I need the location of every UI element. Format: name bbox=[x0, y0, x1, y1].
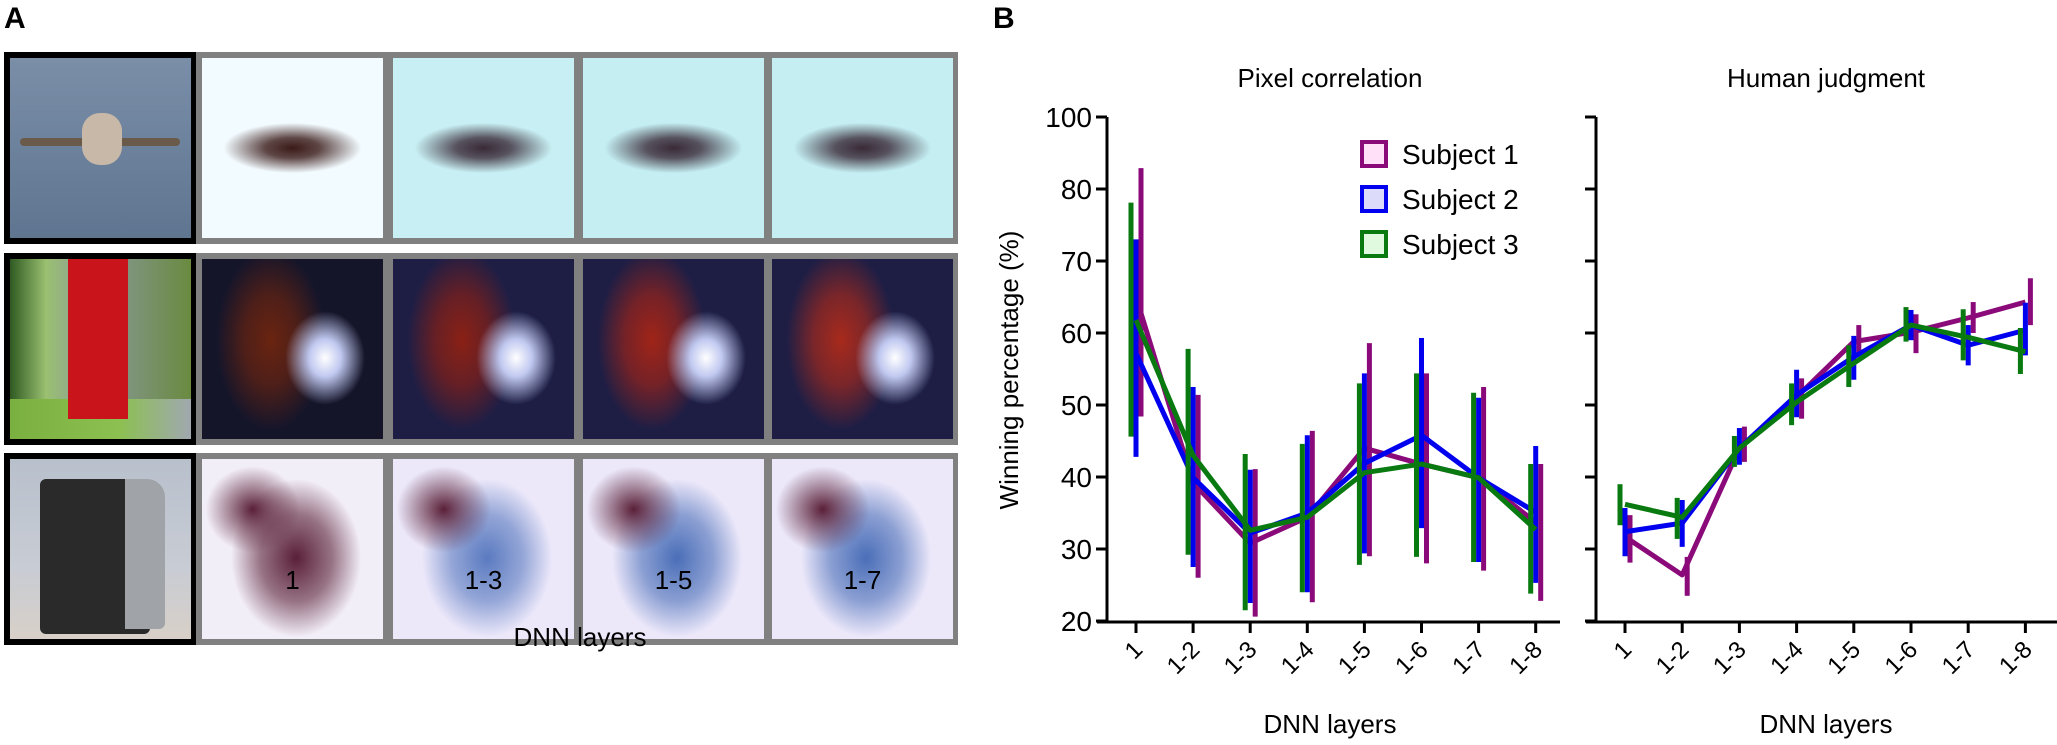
series-line bbox=[1624, 322, 2027, 520]
reconstruction-image bbox=[202, 259, 383, 439]
y-tick-label: 50 bbox=[1061, 390, 1092, 421]
legend-swatch bbox=[1360, 185, 1388, 213]
image-row-airplane bbox=[4, 52, 958, 244]
series-line bbox=[1624, 322, 2027, 535]
y-tick-label: 80 bbox=[1061, 174, 1092, 205]
x-axis-label: DNN layers bbox=[1264, 709, 1397, 739]
reconstruction-image bbox=[772, 259, 953, 439]
x-tick-label: 1-4 bbox=[1276, 636, 1320, 680]
original-image-frame bbox=[4, 253, 196, 445]
x-tick-label: 1 bbox=[1120, 636, 1149, 665]
chart-title: Human judgment bbox=[1727, 63, 1926, 93]
column-label: 1 bbox=[285, 565, 300, 595]
column-label: 1-5 bbox=[654, 565, 693, 595]
original-image-frame bbox=[4, 52, 196, 244]
x-tick-label: 1-3 bbox=[1219, 636, 1263, 680]
original-image bbox=[10, 259, 191, 439]
reconstruction-frame bbox=[196, 253, 958, 445]
reconstruction-image bbox=[772, 58, 953, 238]
x-tick-label: 1-4 bbox=[1765, 636, 1809, 680]
reconstruction-image bbox=[393, 259, 574, 439]
y-tick-label: 20 bbox=[1061, 606, 1092, 637]
x-tick-label: 1-3 bbox=[1708, 636, 1752, 680]
human-judgment-chart: Human judgment DNN layers 1 1-2 1-3 1-4 1-5 1… bbox=[1585, 63, 2057, 739]
column-label: 1-3 bbox=[464, 565, 503, 595]
series-line bbox=[1133, 319, 1538, 533]
y-tick-label: 30 bbox=[1061, 534, 1092, 565]
x-tick-label: 1-6 bbox=[1390, 636, 1434, 680]
image-row-postbox bbox=[4, 253, 958, 445]
reconstruction-image bbox=[202, 459, 383, 639]
series-line bbox=[1133, 352, 1537, 536]
reconstruction-frame bbox=[196, 52, 958, 244]
x-axis-label: DNN layers bbox=[1760, 709, 1893, 739]
series-subject-2 bbox=[1622, 302, 2028, 557]
reconstruction-image bbox=[393, 58, 574, 238]
panel-a-xlabel: DNN layers bbox=[513, 622, 647, 652]
y-axis-label: Winning percentage (%) bbox=[994, 231, 1024, 510]
original-image-frame bbox=[4, 453, 196, 645]
x-tick-label: 1-2 bbox=[1651, 636, 1695, 680]
legend: Subject 1 Subject 2 Subject 3 bbox=[1360, 139, 1519, 260]
y-tick-label: 60 bbox=[1061, 318, 1092, 349]
x-tick-label: 1-8 bbox=[1994, 636, 2038, 680]
reconstruction-image bbox=[583, 58, 764, 238]
reconstruction-image bbox=[772, 459, 953, 639]
x-tick-label: 1-7 bbox=[1447, 636, 1491, 680]
legend-swatch bbox=[1360, 230, 1388, 258]
original-image bbox=[10, 459, 191, 639]
reconstruction-image bbox=[393, 459, 574, 639]
panel-b-label: B bbox=[993, 2, 1015, 35]
panel-a-label: A bbox=[4, 2, 26, 35]
x-tick-label: 1-6 bbox=[1880, 636, 1924, 680]
reconstruction-image bbox=[202, 58, 383, 238]
series-subject-2 bbox=[1133, 239, 1539, 603]
x-tick-label: 1-8 bbox=[1504, 636, 1548, 680]
legend-swatch bbox=[1360, 140, 1388, 168]
legend-label: Subject 2 bbox=[1402, 184, 1519, 215]
pixel-correlation-chart: Pixel correlation DNN layers Winning per… bbox=[994, 63, 1560, 739]
image-row-shredder bbox=[4, 453, 958, 645]
reconstruction-frame bbox=[196, 453, 958, 645]
series-subject-1 bbox=[1623, 278, 2033, 596]
y-tick-label: 100 bbox=[1045, 102, 1092, 133]
x-tick-label: 1-2 bbox=[1162, 636, 1206, 680]
y-tick-label: 70 bbox=[1061, 246, 1092, 277]
series-line bbox=[1623, 299, 2027, 578]
x-tick-label: 1-5 bbox=[1822, 636, 1866, 680]
legend-label: Subject 1 bbox=[1402, 139, 1519, 170]
x-tick-label: 1-7 bbox=[1937, 636, 1981, 680]
series-subject-3 bbox=[1617, 307, 2027, 539]
y-tick-label: 40 bbox=[1061, 462, 1092, 493]
reconstruction-image bbox=[583, 459, 764, 639]
chart-title: Pixel correlation bbox=[1238, 63, 1423, 93]
x-tick-label: 1 bbox=[1609, 636, 1638, 665]
series-subject-3 bbox=[1128, 202, 1538, 611]
x-tick-label: 1-5 bbox=[1333, 636, 1377, 680]
column-label: 1-7 bbox=[843, 565, 882, 595]
reconstruction-image bbox=[583, 259, 764, 439]
legend-label: Subject 3 bbox=[1402, 229, 1519, 260]
original-image bbox=[10, 58, 191, 238]
